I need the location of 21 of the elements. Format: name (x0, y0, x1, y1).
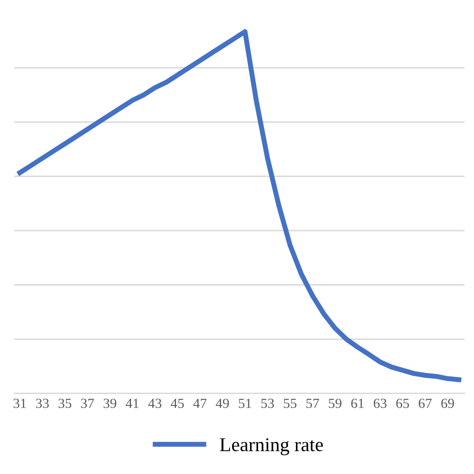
x-tick-label: 35 (58, 398, 72, 408)
x-tick-label: 67 (418, 398, 432, 408)
x-tick-label: 59 (328, 398, 342, 408)
x-tick-label: 61 (351, 398, 364, 408)
x-tick-label: 51 (238, 398, 252, 408)
x-tick-label: 49 (216, 398, 229, 408)
legend-label: Learning rate (220, 438, 323, 456)
x-tick-label: 43 (148, 398, 162, 408)
x-tick-label: 45 (170, 398, 184, 408)
x-tick-label: 39 (104, 398, 116, 408)
x-tick-label: 53 (261, 398, 274, 408)
x-tick-label: 65 (396, 398, 410, 408)
x-tick-label: 33 (36, 398, 49, 408)
x-tick-label: 63 (374, 398, 386, 408)
x-tick-label: 41 (126, 398, 139, 408)
x-tick-label: 47 (193, 398, 207, 408)
x-tick-label: 37 (81, 398, 94, 408)
x-tick-label: 55 (284, 398, 296, 408)
x-tick-label: 69 (441, 398, 454, 408)
x-tick-label: 31 (14, 398, 26, 408)
x-tick-label: 57 (306, 398, 320, 408)
